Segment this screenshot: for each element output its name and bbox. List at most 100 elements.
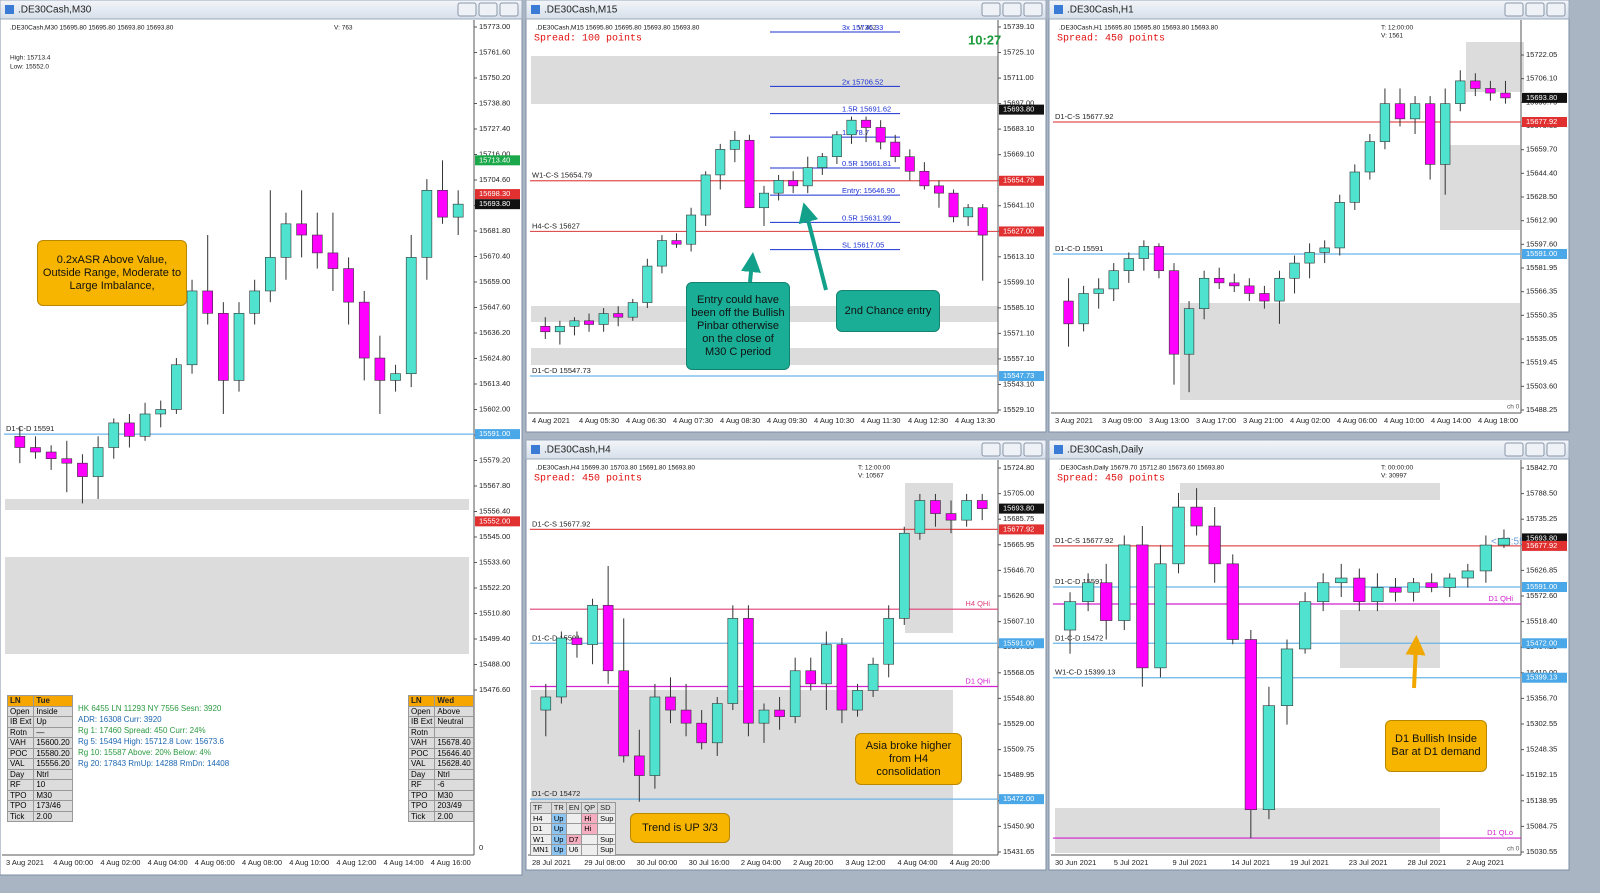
time-label: 4 Aug 12:30 xyxy=(908,416,948,425)
time-label: 4 Aug 06:30 xyxy=(626,416,666,425)
candle-body xyxy=(598,313,609,325)
table-cell: D1 xyxy=(530,823,552,835)
window-icon xyxy=(531,445,540,454)
table-cell xyxy=(581,844,599,856)
candle-body xyxy=(1289,262,1300,279)
table-cell: 15628.40 xyxy=(434,758,474,770)
price-label: 15683.10 xyxy=(1003,124,1034,133)
candle-body xyxy=(1259,293,1270,302)
table-cell: M30 xyxy=(434,789,474,801)
window-button[interactable] xyxy=(1002,2,1022,17)
chart-header: .DE30Cash,Daily 15679.70 15712.80 15673.… xyxy=(1059,465,1225,472)
table-cell: 2.00 xyxy=(434,810,474,822)
target-label: 3x 15736.33 xyxy=(842,23,883,32)
time-label: 4 Aug 07:30 xyxy=(673,416,713,425)
time-label: 29 Jul 08:00 xyxy=(584,858,625,867)
candle-body xyxy=(437,189,448,218)
table-cell: 15600.20 xyxy=(33,737,73,749)
price-label: 15476.60 xyxy=(479,685,510,694)
table-cell: TPO xyxy=(6,789,35,801)
price-label: 15581.95 xyxy=(1526,263,1557,272)
price-box-label: 15591.00 xyxy=(479,429,510,438)
price-label: 15518.40 xyxy=(1526,617,1557,626)
window-button[interactable] xyxy=(1023,2,1043,17)
zone xyxy=(1055,808,1440,853)
candle-body xyxy=(743,618,754,724)
candle-body xyxy=(671,240,682,245)
price-label: 15750.20 xyxy=(479,73,510,82)
candle-body xyxy=(789,670,801,717)
price-box-label: 15472.00 xyxy=(1003,794,1034,803)
price-box-label: 15693.80 xyxy=(479,199,510,208)
candle-body xyxy=(587,604,598,645)
price-box-label: 15693.80 xyxy=(1003,105,1034,114)
level-label: D1 QHi xyxy=(965,676,990,685)
level-label: D1 QLo xyxy=(1487,828,1513,837)
window-button[interactable] xyxy=(1546,442,1566,457)
time-label: 3 Aug 2021 xyxy=(6,858,44,867)
price-label: 15488.25 xyxy=(1526,405,1557,414)
candle-body xyxy=(1304,252,1315,264)
time-label: 2 Aug 04:00 xyxy=(741,858,781,867)
zone xyxy=(1180,483,1440,500)
candle-body xyxy=(805,670,817,685)
time-label: 4 Aug 10:00 xyxy=(289,858,329,867)
level-label: D1-C-S 15677.92 xyxy=(532,519,590,528)
price-box xyxy=(999,638,1044,649)
table-cell: Sup xyxy=(597,844,617,856)
candle-body xyxy=(1425,103,1436,165)
time-label: 30 Jun 2021 xyxy=(1055,858,1096,867)
window-button[interactable] xyxy=(1504,2,1524,17)
candle-body xyxy=(1334,202,1345,249)
table-cell: D7 xyxy=(565,833,583,845)
annotation: 2nd Chance entry xyxy=(836,290,940,332)
window-button[interactable] xyxy=(1546,2,1566,17)
session-table: LN Wed Open Above IB Ext Neutral Rotn VAH 15678.… xyxy=(407,695,474,822)
price-box xyxy=(999,371,1044,382)
candle-body xyxy=(584,320,594,325)
time-label: 4 Aug 10:30 xyxy=(814,416,854,425)
price-box-label: 15552.00 xyxy=(479,516,510,525)
price-label: 15535.05 xyxy=(1526,334,1557,343)
candle-body xyxy=(1425,582,1438,588)
window-button[interactable] xyxy=(981,442,1001,457)
window-button[interactable] xyxy=(1002,442,1022,457)
candle-body xyxy=(948,192,959,218)
window-button[interactable] xyxy=(1504,442,1524,457)
candle-body xyxy=(919,170,930,187)
chart-header: .DE30Cash,M30 15695.80 15695.80 15693.80… xyxy=(10,25,174,32)
candle-body xyxy=(1280,648,1294,706)
price-box-label: 15693.80 xyxy=(1526,533,1557,542)
table-cell: Rotn xyxy=(407,726,436,738)
price-label: 15302.55 xyxy=(1526,719,1557,728)
window-button[interactable] xyxy=(1023,442,1043,457)
price-label: 15084.75 xyxy=(1526,821,1557,830)
price-label: 15665.95 xyxy=(1003,540,1034,549)
candle-body xyxy=(729,139,740,150)
candle-body xyxy=(1078,293,1089,325)
window-button[interactable] xyxy=(981,2,1001,17)
price-label: 15659.70 xyxy=(1526,145,1557,154)
window-button[interactable] xyxy=(1525,442,1545,457)
zone xyxy=(905,483,953,633)
window-button[interactable] xyxy=(457,2,477,17)
price-box-label: 15472.00 xyxy=(1526,638,1557,647)
price-box xyxy=(999,794,1044,805)
price-box xyxy=(1522,248,1567,259)
window-button[interactable] xyxy=(499,2,519,17)
level-label: D1 QHi xyxy=(1488,594,1513,603)
candle-body xyxy=(1063,300,1074,325)
side-text: High: 15713.4 xyxy=(10,55,51,62)
time-label: 4 Aug 06:00 xyxy=(1337,416,1377,425)
window-icon xyxy=(1054,5,1063,14)
window-button[interactable] xyxy=(478,2,498,17)
candle-body xyxy=(374,357,386,381)
time-label: 3 Aug 21:00 xyxy=(1243,416,1283,425)
price-label: 15626.85 xyxy=(1526,565,1557,574)
candle-body xyxy=(171,364,182,410)
window-button[interactable] xyxy=(1525,2,1545,17)
time-label: 4 Aug 13:30 xyxy=(955,416,995,425)
annotation: Trend is UP 3/3 xyxy=(630,813,730,843)
time-label: 4 Aug 05:30 xyxy=(579,416,619,425)
table-cell: 2.00 xyxy=(33,810,73,822)
